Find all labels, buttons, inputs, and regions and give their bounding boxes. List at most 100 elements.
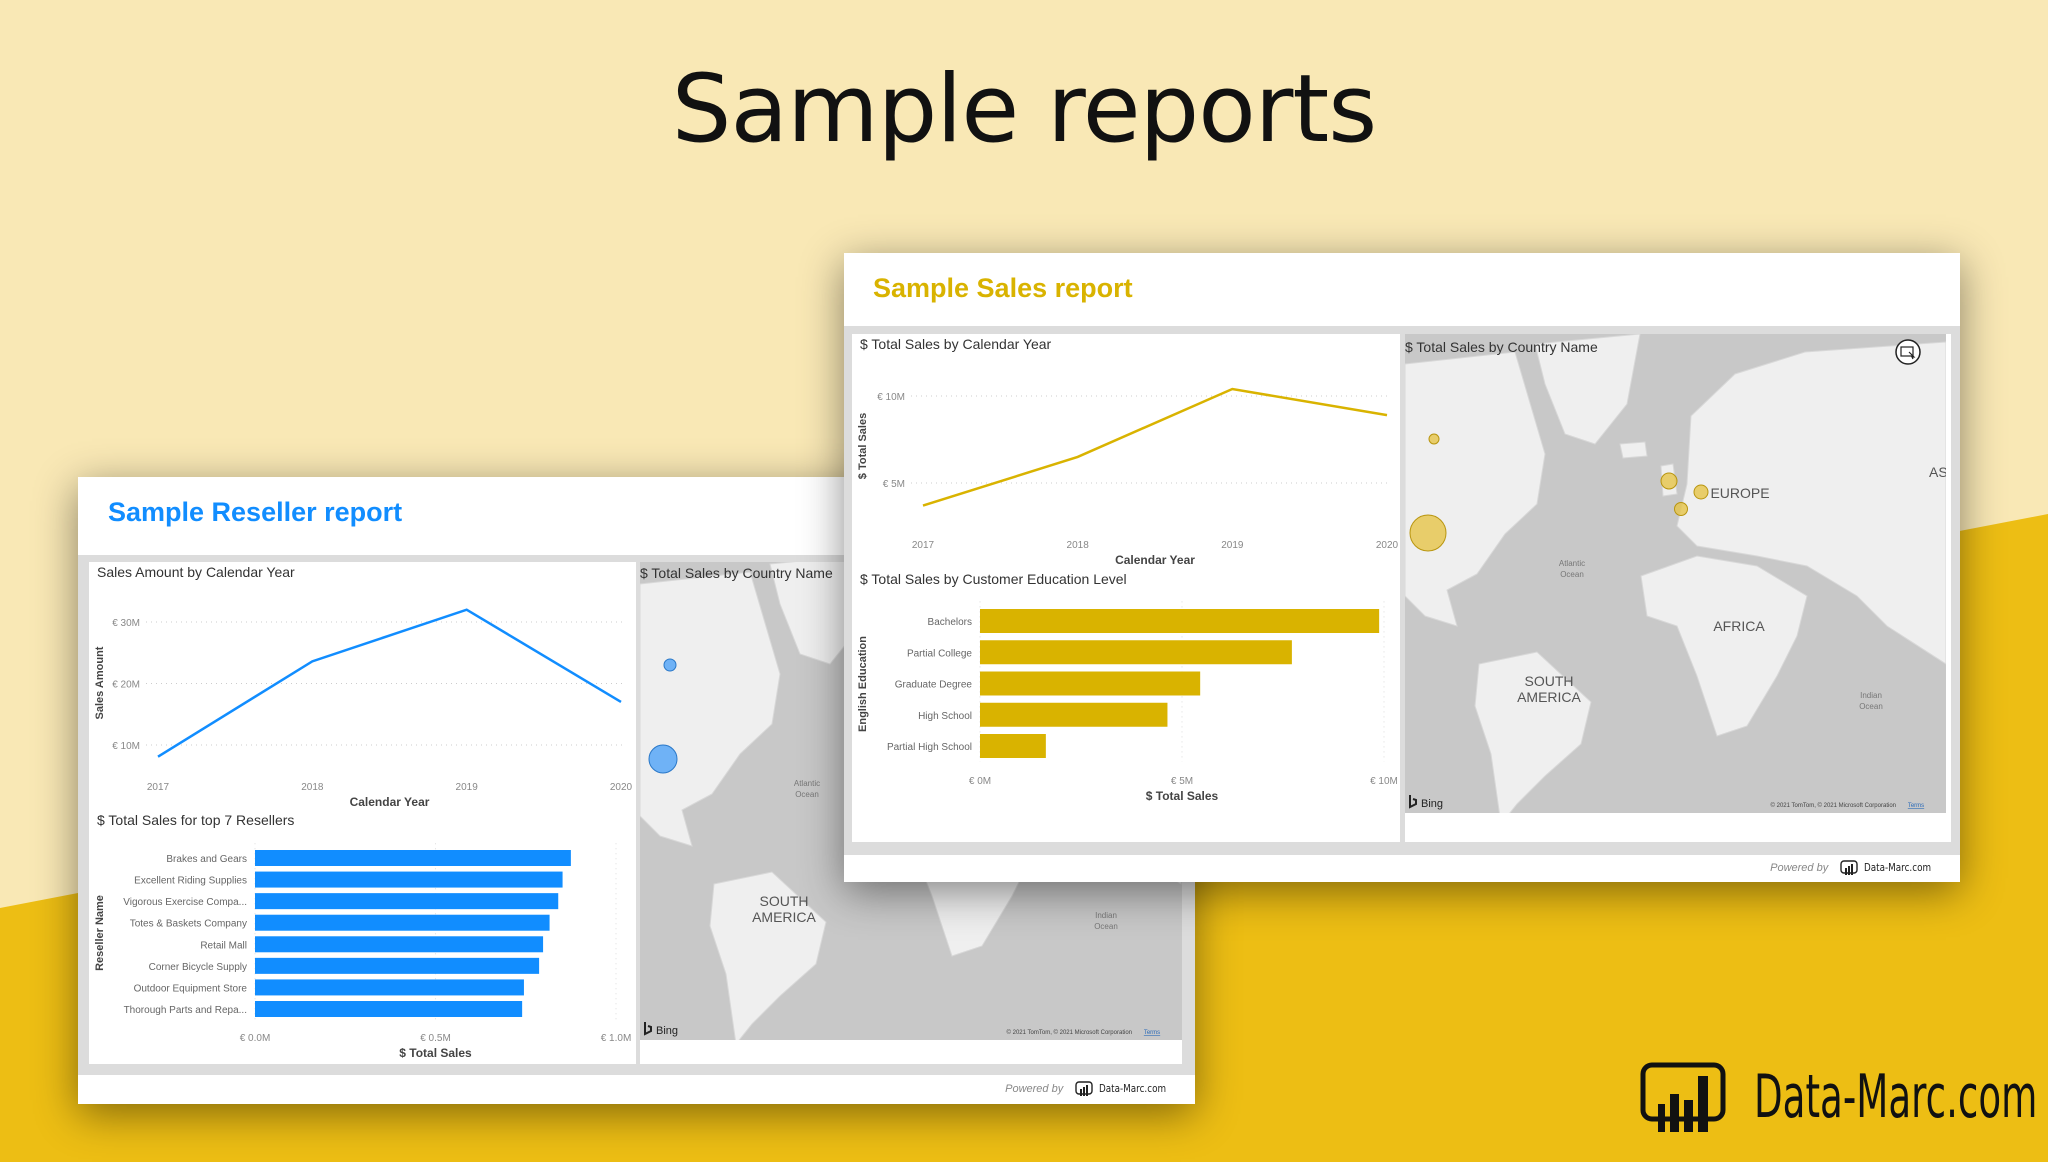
report-footer: Powered by Data-Marc.com [78,1075,1195,1104]
x-tick-label: 2019 [456,782,479,793]
data-bubble [1409,514,1447,552]
y-tick-label: € 20M [112,680,140,691]
powered-by-brand[interactable]: Data-Marc.com [1864,861,1932,874]
x-tick-label: € 5M [1171,776,1193,787]
data-bubble [1660,472,1678,490]
bar [980,734,1046,758]
x-tick-label: € 10M [1370,776,1398,787]
bing-label: Bing [656,1025,678,1037]
chart-title: Sales Amount by Calendar Year [97,564,295,580]
x-tick-label: € 1.0M [601,1033,632,1044]
bar [255,893,559,910]
map-label: Ocean [1560,570,1584,579]
map-label: Indian [1860,691,1882,700]
brand-logo: Data-Marc.com [1640,1062,2048,1132]
bar [980,702,1168,727]
focus-mode-frame [1900,346,1914,357]
brand-name: Data-Marc.com [1754,1062,2038,1132]
data-bubble [648,744,678,774]
land-greenland [1534,334,1641,445]
report-header: Sample Sales report [844,253,1960,326]
bing-logo-icon [644,1022,652,1036]
category-label: Corner Bicycle Supply [149,962,247,973]
bar [980,609,1380,633]
category-label: Brakes and Gears [166,854,247,865]
x-tick-label: 2019 [1221,540,1244,551]
sales-charts-panel: $ Total Sales by Calendar Year € 5M € 10M 2… [852,334,1400,842]
chart-title: $ Total Sales by Customer Education Leve… [860,571,1127,587]
map-label: SOUTH [1525,673,1574,689]
map-label: SOUTH [760,893,809,909]
x-axis-title: $ Total Sales [399,1046,472,1060]
sales-charts[interactable]: $ Total Sales by Calendar Year € 5M € 10M 2… [852,334,1400,842]
category-label: Partial College [907,648,972,659]
category-label: Partial High School [887,742,972,753]
map-terms-link[interactable]: Terms [1908,803,1924,809]
focus-mode-circle [1895,339,1921,365]
map-title: $ Total Sales by Country Name [1405,339,1598,355]
map-land-layer: EUROPE AFRICA ASIA Atlantic Ocean SOUTHAMERIC… [1405,334,1951,826]
powered-by-label: Powered by [1770,861,1829,874]
bar [980,671,1201,696]
category-label: Graduate Degree [895,680,973,691]
y-axis-title: $ Total Sales [857,413,869,479]
y-tick-label: € 30M [112,618,140,629]
category-label: Vigorous Exercise Compa... [123,897,247,908]
cursor-icon [1908,351,1916,360]
category-label: Bachelors [928,617,972,628]
category-label: Retail Mall [200,940,247,951]
x-tick-label: 2018 [1067,540,1090,551]
sales-report-card[interactable]: Sample Sales report $ Total Sales by Cal… [844,253,1960,882]
bar [255,914,550,931]
map-label: Atlantic [794,779,820,788]
y-tick-label: € 10M [112,741,140,752]
data-bubble [1674,502,1688,516]
bar [980,640,1292,665]
chart-title: $ Total Sales for top 7 Resellers [97,812,294,828]
x-tick-label: 2017 [912,540,935,551]
category-label: High School [918,711,972,722]
bar [255,871,563,888]
y-tick-label: € 10M [877,392,905,403]
x-axis-title: Calendar Year [350,795,430,809]
x-axis-title: $ Total Sales [1146,789,1219,803]
x-tick-label: € 0.5M [420,1033,451,1044]
map-label: Atlantic [1559,559,1585,568]
map-label: ASIA [1929,464,1946,480]
land-africa [1640,555,1808,737]
brand-logo-icon [1840,860,1858,875]
map-canvas[interactable]: EUROPE AFRICA ASIA Atlantic Ocean SOUTHAMERIC… [1405,334,1951,826]
bar-chart-bottles-logo-icon [1640,1062,1726,1132]
x-tick-label: € 0M [969,776,991,787]
reseller-charts[interactable]: Sales Amount by Calendar Year € 10M € 20M €… [89,562,636,1064]
map-terms-link[interactable]: Terms [1144,1030,1160,1036]
sales-map-visual[interactable]: $ Total Sales by Country Name EUROPE AFRI… [1405,334,1951,842]
bar [255,957,540,974]
bing-logo-icon [1409,795,1417,809]
data-bubble [1693,484,1709,500]
x-tick-label: € 0.0M [240,1033,271,1044]
bing-label: Bing [1421,798,1443,810]
map-copyright: © 2021 TomTom, © 2021 Microsoft Corporat… [1771,802,1896,809]
map-label: Ocean [1094,922,1118,931]
brand-logo-icon [1075,1081,1093,1096]
land-eurasia [1676,341,1947,665]
x-tick-label: 2020 [1376,540,1399,551]
bar [255,850,571,866]
map-label: Ocean [795,790,819,799]
x-tick-label: 2017 [147,782,170,793]
y-axis-title: Reseller Name [94,895,106,971]
series-line [922,387,1388,507]
bar [255,979,524,996]
report-title: Sample Reseller report [108,497,403,527]
land-south-america [709,871,827,1046]
land-north-america [1405,351,1546,627]
y-tick-label: € 5M [883,479,905,490]
focus-mode-icon[interactable] [1895,339,1921,365]
map-label: Indian [1095,911,1117,920]
y-axis-title: Sales Amount [94,646,106,719]
data-bubble [1428,433,1440,445]
powered-by-label: Powered by [1005,1082,1064,1095]
chart-title: $ Total Sales by Calendar Year [860,336,1052,352]
powered-by-brand[interactable]: Data-Marc.com [1099,1082,1167,1095]
